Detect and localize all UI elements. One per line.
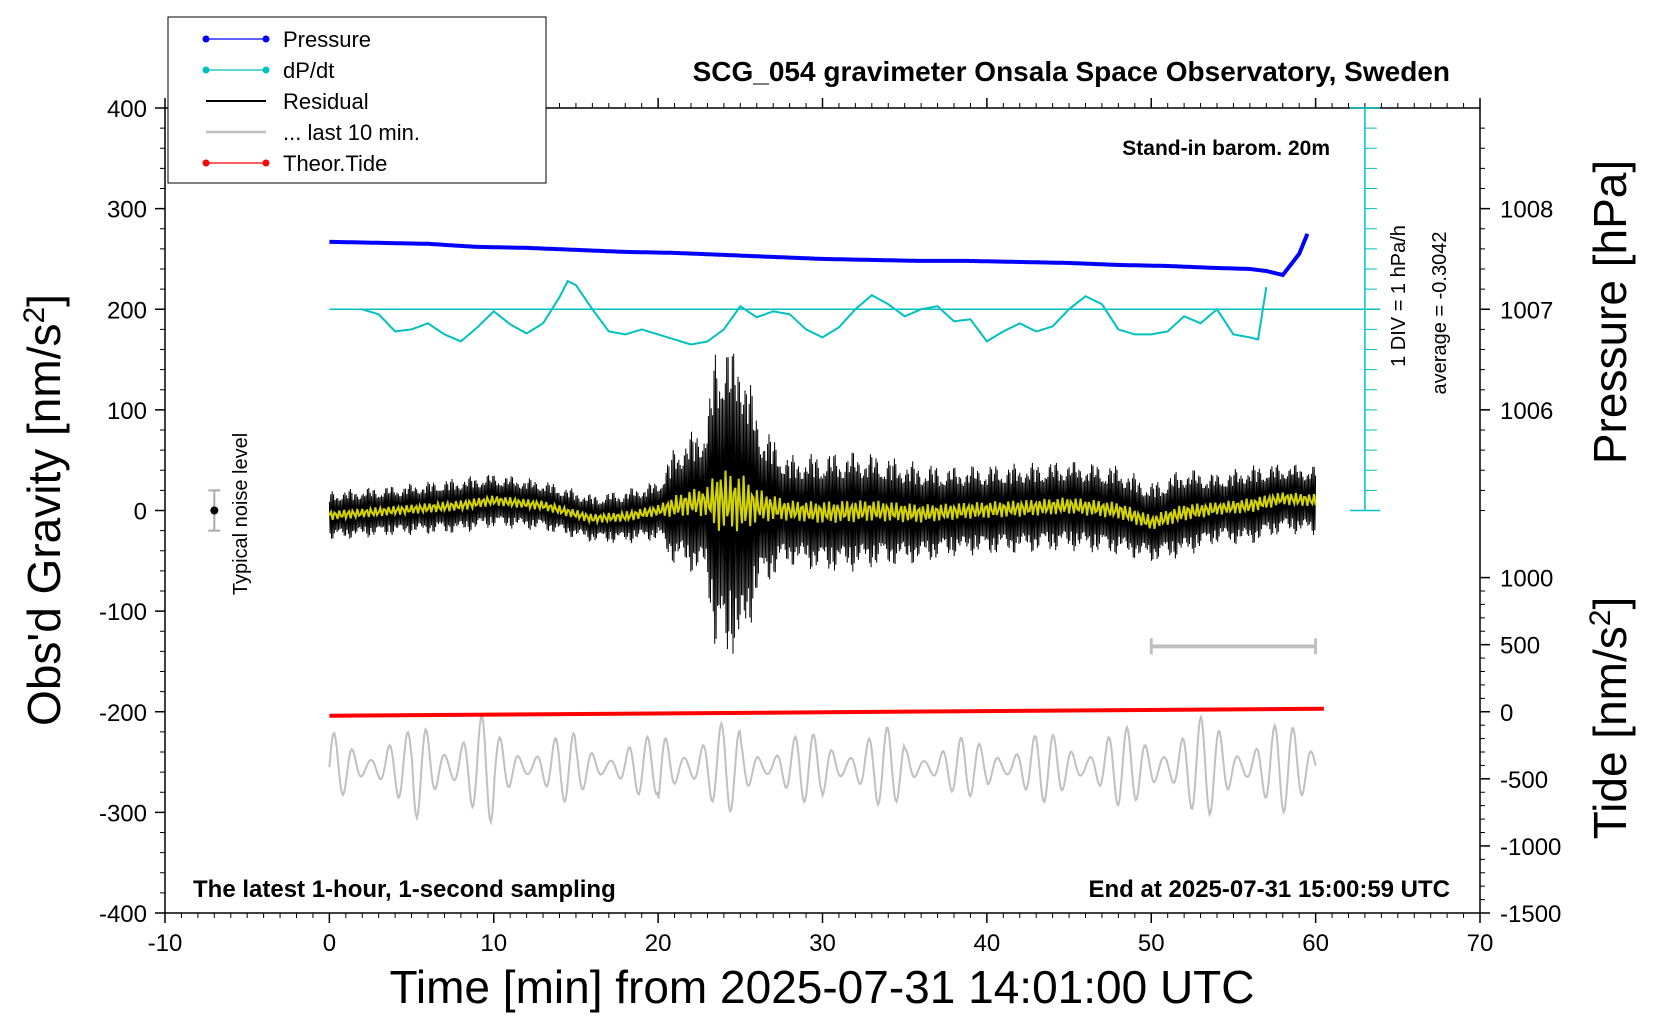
- y-tick-label: 200: [107, 297, 147, 324]
- y-tick-label: -300: [99, 800, 147, 827]
- legend-marker-tide-end: [262, 159, 270, 167]
- y-tick-label: -200: [99, 700, 147, 727]
- y-tick-label: 300: [107, 197, 147, 224]
- noise-bar-center: [210, 506, 219, 515]
- noise-label: Typical noise level: [230, 433, 252, 595]
- residual-line: [328, 353, 1317, 654]
- y-tick-label: 100: [107, 398, 147, 425]
- x-tick-label: 20: [645, 930, 672, 957]
- y-tick-label: -400: [99, 901, 147, 928]
- tide-tick-label: 1000: [1500, 566, 1553, 593]
- x-tick-label: 50: [1138, 930, 1165, 957]
- dpdt-average-label: average = -0.3042: [1429, 232, 1451, 395]
- tide-line: [329, 706, 1324, 718]
- y-axis-label-pressure: Pressure [hPa]: [1584, 160, 1636, 464]
- x-tick-label: 0: [323, 930, 336, 957]
- smoothed-residual-line: [328, 470, 1317, 532]
- x-tick-label: 60: [1302, 930, 1329, 957]
- axis-tick-labels: -10 0 10 20 30 40 50 60 70-400-300-200-100010020…: [99, 96, 1561, 957]
- pressure-tick-label: 1007: [1500, 297, 1553, 324]
- tide-tick-label: -500: [1500, 767, 1548, 794]
- legend-label-dpdt: dP/dt: [283, 58, 334, 83]
- series-layer: [208, 107, 1380, 826]
- legend-label-pressure: Pressure: [283, 27, 371, 52]
- y-tick-label: -100: [99, 599, 147, 626]
- subtitle-left: The latest 1-hour, 1-second sampling: [193, 876, 616, 903]
- x-tick-label: -10: [148, 930, 183, 957]
- x-tick-label: 10: [480, 930, 507, 957]
- x-axis-label: Time [min] from 2025-07-31 14:01:00 UTC: [390, 961, 1255, 1013]
- pressure-tick-label: 1006: [1500, 398, 1553, 425]
- baro-note: Stand-in barom. 20m: [1122, 137, 1330, 160]
- x-tick-label: 40: [974, 930, 1001, 957]
- y-axis-label-tide: Tide [nm/s2]: [1584, 597, 1636, 840]
- y-tick-label: 0: [134, 499, 147, 526]
- dpdt-scale-label: 1 DIV = 1 hPa/h: [1388, 225, 1410, 367]
- tide-tick-label: -1000: [1500, 834, 1561, 861]
- tide-tick-label: 500: [1500, 633, 1540, 660]
- tide-tick-label: 0: [1500, 700, 1513, 727]
- x-tick-label: 70: [1467, 930, 1494, 957]
- legend-label-residual: Residual: [283, 89, 369, 114]
- dpdt-line: [362, 279, 1268, 346]
- legend-marker-pressure: [202, 35, 210, 43]
- legend-label-tide: Theor.Tide: [283, 151, 387, 176]
- y-axis-label-left: Obs'd Gravity [nm/s2]: [18, 294, 70, 726]
- legend-marker-tide: [202, 159, 210, 167]
- last10-line: [328, 713, 1317, 826]
- pressure-line: [329, 233, 1310, 278]
- subtitle-right: End at 2025-07-31 15:00:59 UTC: [1089, 876, 1451, 903]
- legend-marker-pressure-end: [262, 35, 270, 43]
- pressure-tick-label: 1008: [1500, 197, 1553, 224]
- legend-marker-dpdt-end: [262, 66, 270, 74]
- x-tick-label: 30: [809, 930, 836, 957]
- legend: Pressure dP/dt Residual ... last 10 min.…: [167, 16, 547, 184]
- tide-tick-label: -1500: [1500, 901, 1561, 928]
- legend-label-last10: ... last 10 min.: [283, 120, 420, 145]
- y-tick-label: 400: [107, 96, 147, 123]
- legend-marker-dpdt: [202, 66, 210, 74]
- chart-title: SCG_054 gravimeter Onsala Space Observat…: [693, 56, 1450, 87]
